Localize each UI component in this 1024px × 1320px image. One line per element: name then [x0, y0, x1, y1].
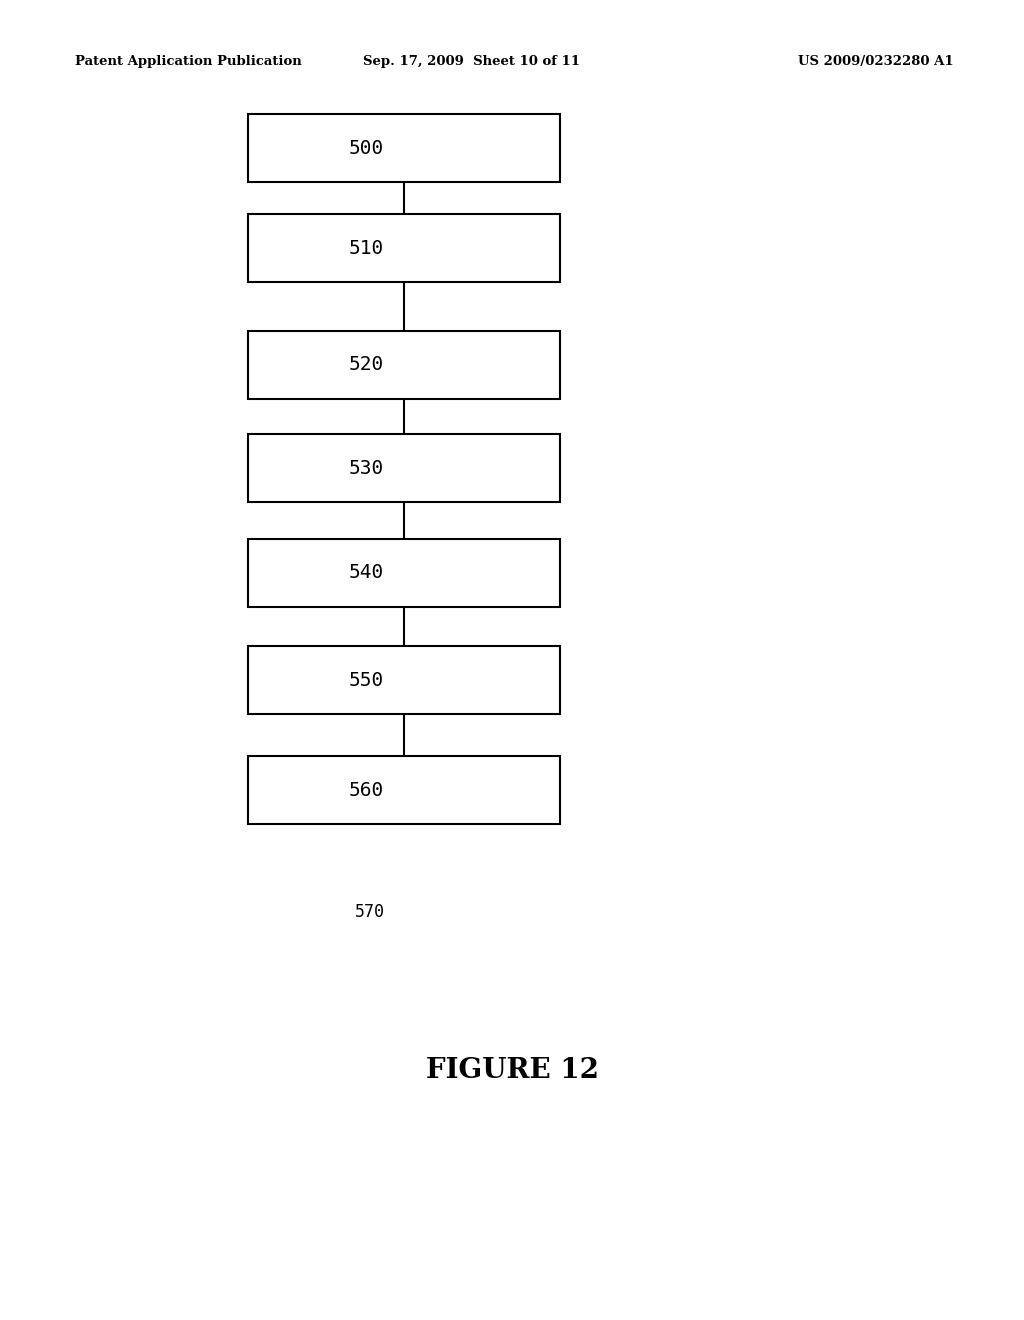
Bar: [248, 214, 560, 282]
Text: 530: 530: [349, 458, 384, 478]
Bar: [248, 114, 560, 182]
Text: Sep. 17, 2009  Sheet 10 of 11: Sep. 17, 2009 Sheet 10 of 11: [362, 55, 580, 69]
Text: FIGURE 12: FIGURE 12: [426, 1056, 598, 1084]
Bar: [248, 645, 560, 714]
Text: US 2009/0232280 A1: US 2009/0232280 A1: [799, 55, 954, 69]
Text: 570: 570: [355, 903, 385, 921]
Bar: [248, 756, 560, 824]
Text: 540: 540: [349, 564, 384, 582]
Bar: [248, 434, 560, 502]
Bar: [248, 539, 560, 607]
Text: Patent Application Publication: Patent Application Publication: [75, 55, 302, 69]
Text: 520: 520: [349, 355, 384, 375]
Bar: [248, 331, 560, 399]
Text: 560: 560: [349, 780, 384, 800]
Text: 510: 510: [349, 239, 384, 257]
Text: 500: 500: [349, 139, 384, 157]
Text: 550: 550: [349, 671, 384, 689]
